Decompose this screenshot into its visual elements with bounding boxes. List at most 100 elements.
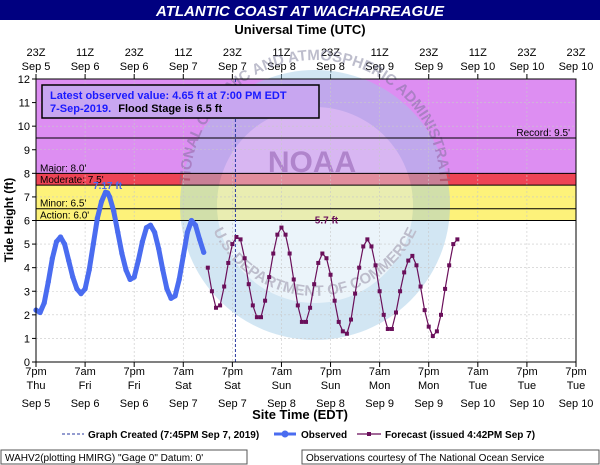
forecast-point [246,282,251,287]
bottom-tick-label-date: Sep 6 [120,398,149,410]
y-tick-label: 8 [24,168,30,180]
bottom-tick-label-day: Mon [369,380,390,392]
major-stripe [36,173,576,186]
bottom-tick-label-date: Sep 10 [509,398,544,410]
observed-point [74,286,80,292]
forecast-point [377,289,382,294]
bottom-tick-label-day: Sun [272,380,292,392]
bottom-tick-label-day: Thu [27,380,46,392]
forecast-point [316,260,321,265]
top-tick-label-date: Sep 7 [169,61,198,73]
top-tick-label-time: 11Z [371,47,389,59]
observed-point [62,241,68,247]
threshold-label-minor: Minor: 6.5' [40,199,86,210]
y-tick-label: 1 [24,333,30,345]
series-layer [33,79,460,362]
forecast-point [312,282,317,287]
peak-annotation: 5.7 ft [315,216,339,227]
top-tick-label-date: Sep 5 [22,61,51,73]
legend-forecast: Forecast (issued 4:42PM Sep 7) [385,430,535,441]
top-tick-label-date: Sep 9 [414,61,443,73]
info-box-line2: 7-Sep-2019. Flood Stage is 6.5 ft [50,103,222,115]
forecast-point [447,263,452,268]
bottom-tick-label-date: Sep 9 [365,398,394,410]
observed-point [53,239,60,245]
top-tick-label-date: Sep 8 [316,61,345,73]
forecast-point [242,256,247,261]
top-tick-label-date: Sep 7 [218,61,247,73]
y-tick-label: 10 [18,121,30,133]
bottom-tick-label-day: Tue [518,380,537,392]
footer-right-text: Observations courtesy of The National Oc… [306,453,545,464]
bottom-tick-label-time: 7pm [565,366,586,378]
forecast-point [279,225,284,230]
observed-point [94,215,100,221]
observed-point [86,267,92,273]
legend-graph-created: Graph Created (7:45PM Sep 7, 2019) [88,430,259,441]
bottom-axis-ticks: 7pm Thu Sep 5 7am Fri Sep 6 7pm Fri Sep 6 7am Sat S… [22,362,593,410]
forecast-point [455,237,460,242]
forecast-point [381,312,386,317]
bottom-tick-label-date: Sep 10 [460,398,495,410]
forecast-point [365,237,370,242]
observed-point [184,229,190,235]
forecast-point [324,256,329,261]
bottom-axis-title: Site Time (EDT) [252,407,348,422]
top-tick-label-time: 23Z [27,47,46,59]
observed-point [147,222,154,228]
forecast-point [369,244,374,249]
bottom-tick-label-day: Sat [224,380,241,392]
bottom-tick-label-date: Sep 7 [169,398,198,410]
observed-point [90,241,96,247]
forecast-point [267,275,272,280]
observed-point [98,199,105,205]
observed-point [176,276,182,283]
info-box-flood-stage: Flood Stage is 6.5 ft [118,103,222,115]
forecast-point [250,303,255,308]
observed-point [82,286,88,292]
forecast-point [357,265,362,270]
observed-point [131,274,137,280]
watermark-center-text: NOAA [268,146,356,179]
watermark-inner [217,107,413,303]
forecast-point [254,315,259,320]
observed-point [78,291,84,297]
forecast-point [205,265,210,270]
top-axis-ticks: 23Z Sep 5 11Z Sep 6 23Z Sep 6 11Z Sep 7 23Z Sep 7… [22,47,593,79]
title-bar [0,0,600,20]
forecast-point [234,235,239,240]
bottom-tick-label-time: 7am [369,366,390,378]
forecast-point [361,244,366,249]
top-tick-label-time: 11Z [76,47,94,59]
top-tick-label-time: 23Z [223,47,242,59]
observed-point [119,250,125,257]
forecast-point [402,270,407,275]
major-band [36,137,576,174]
forecast-point [271,251,276,256]
forecast-point [389,326,394,331]
observed-point [156,246,162,252]
bottom-tick-label-time: 7pm [123,366,144,378]
bottom-tick-label-time: 7pm [25,366,46,378]
observed-point [152,229,158,235]
legend-observed: Observed [301,430,347,441]
forecast-point [439,312,443,317]
top-tick-label-date: Sep 8 [267,61,296,73]
y-tick-label: 0 [24,357,30,369]
bottom-tick-label-date: Sep 8 [267,398,296,410]
observed-point [135,257,141,264]
threshold-label-action: Action: 6.0' [40,211,89,222]
forecast-point [259,315,263,320]
forecast-point [349,317,353,322]
forecast-point [385,326,390,331]
forecast-point [340,329,345,334]
top-tick-label-time: 11Z [469,47,487,59]
observed-point [104,190,111,196]
bottom-tick-label-day: Tue [469,380,488,392]
legend-observed-marker [281,430,289,438]
legend-forecast-marker [367,432,371,436]
top-tick-label-date: Sep 6 [71,61,100,73]
bottom-tick-label-time: 7pm [516,366,537,378]
